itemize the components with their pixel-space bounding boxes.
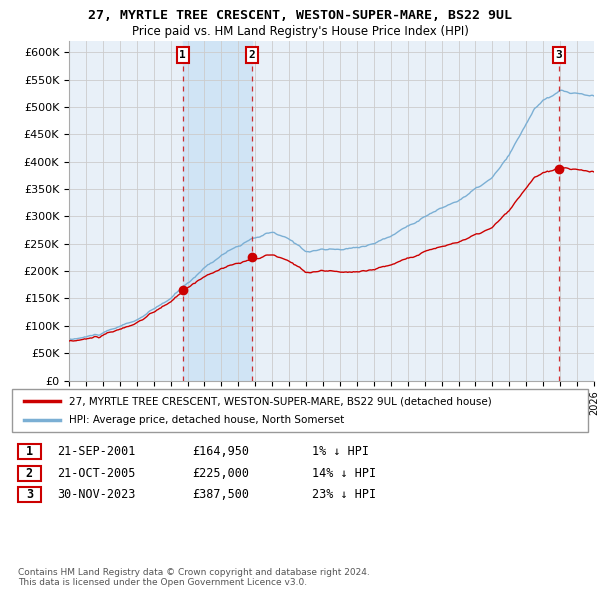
Text: 30-NOV-2023: 30-NOV-2023 bbox=[57, 488, 136, 501]
Text: 3: 3 bbox=[26, 488, 33, 501]
Text: Price paid vs. HM Land Registry's House Price Index (HPI): Price paid vs. HM Land Registry's House … bbox=[131, 25, 469, 38]
Text: £387,500: £387,500 bbox=[192, 488, 249, 501]
Text: 21-OCT-2005: 21-OCT-2005 bbox=[57, 467, 136, 480]
Text: 14% ↓ HPI: 14% ↓ HPI bbox=[312, 467, 376, 480]
Text: Contains HM Land Registry data © Crown copyright and database right 2024.
This d: Contains HM Land Registry data © Crown c… bbox=[18, 568, 370, 587]
Text: 2: 2 bbox=[248, 50, 255, 60]
Text: £225,000: £225,000 bbox=[192, 467, 249, 480]
Text: 21-SEP-2001: 21-SEP-2001 bbox=[57, 445, 136, 458]
Text: 27, MYRTLE TREE CRESCENT, WESTON-SUPER-MARE, BS22 9UL: 27, MYRTLE TREE CRESCENT, WESTON-SUPER-M… bbox=[88, 9, 512, 22]
Text: 27, MYRTLE TREE CRESCENT, WESTON-SUPER-MARE, BS22 9UL (detached house): 27, MYRTLE TREE CRESCENT, WESTON-SUPER-M… bbox=[69, 396, 492, 407]
Text: 1: 1 bbox=[26, 445, 33, 458]
Bar bbox=[183, 41, 252, 381]
Text: 1% ↓ HPI: 1% ↓ HPI bbox=[312, 445, 369, 458]
Text: HPI: Average price, detached house, North Somerset: HPI: Average price, detached house, Nort… bbox=[69, 415, 344, 425]
Text: 1: 1 bbox=[179, 50, 186, 60]
Text: 2: 2 bbox=[26, 467, 33, 480]
Text: 3: 3 bbox=[556, 50, 562, 60]
Text: £164,950: £164,950 bbox=[192, 445, 249, 458]
Text: 23% ↓ HPI: 23% ↓ HPI bbox=[312, 488, 376, 501]
